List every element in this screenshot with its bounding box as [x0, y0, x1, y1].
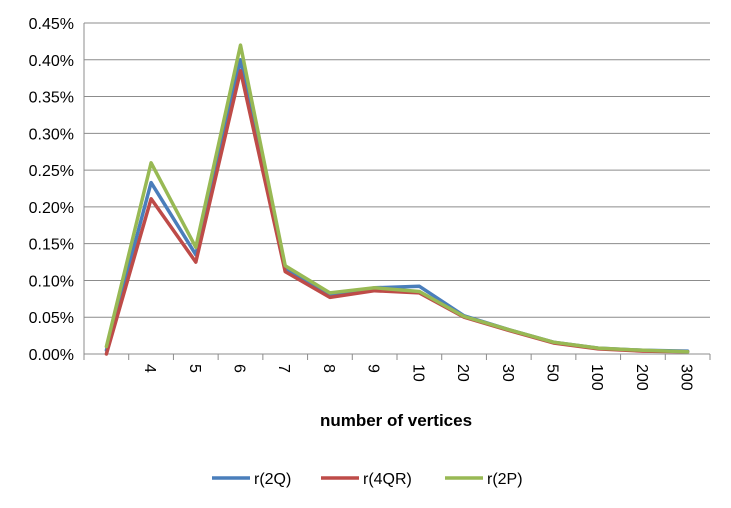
x-tick-label: 10	[409, 364, 426, 382]
legend-label: r(4QR)	[363, 471, 412, 488]
axes	[83, 23, 711, 360]
x-tick-label: 4	[141, 364, 158, 373]
x-tick-label: 20	[454, 364, 471, 382]
y-tick-label: 0.20%	[29, 200, 74, 217]
y-tick-label: 0.35%	[29, 90, 74, 107]
x-tick-label: 30	[499, 364, 516, 382]
x-tick-label: 8	[320, 364, 337, 373]
x-tick-label: 300	[678, 364, 695, 391]
x-tick-label: 200	[633, 364, 650, 391]
x-tick-label: 50	[544, 364, 561, 382]
y-tick-label: 0.00%	[29, 347, 74, 364]
y-tick-label: 0.25%	[29, 163, 74, 180]
y-tick-label: 0.15%	[29, 237, 74, 254]
x-tick-label: 5	[186, 364, 203, 373]
y-tick-label: 0.45%	[29, 16, 74, 33]
y-tick-label: 0.40%	[29, 53, 74, 70]
x-tick-label: 7	[275, 364, 292, 373]
series-line-r2p	[104, 43, 690, 354]
series-lines	[104, 43, 690, 356]
legend: r(2Q) r(4QR) r(2P)	[212, 471, 523, 488]
y-tick-label: 0.10%	[29, 273, 74, 290]
y-axis-tick-labels: 0.00% 0.05% 0.10% 0.15% 0.20% 0.25% 0.30% 0.35%…	[29, 16, 74, 364]
y-tick-label: 0.30%	[29, 126, 74, 143]
series-line-r2q	[104, 58, 690, 353]
legend-label: r(2Q)	[254, 471, 291, 488]
y-tick-label: 0.05%	[29, 310, 74, 327]
x-tick-label: 100	[588, 364, 605, 391]
series-line-r4qr	[104, 69, 690, 356]
x-tick-label: 6	[231, 364, 248, 373]
x-axis-label: number of vertices	[320, 411, 472, 430]
legend-label: r(2P)	[487, 471, 523, 488]
x-axis-tick-labels: 4 5 6 7 8 9 10 20 30 50 100 200 300	[141, 364, 695, 391]
x-tick-label: 9	[365, 364, 382, 373]
gridlines	[84, 22, 710, 318]
